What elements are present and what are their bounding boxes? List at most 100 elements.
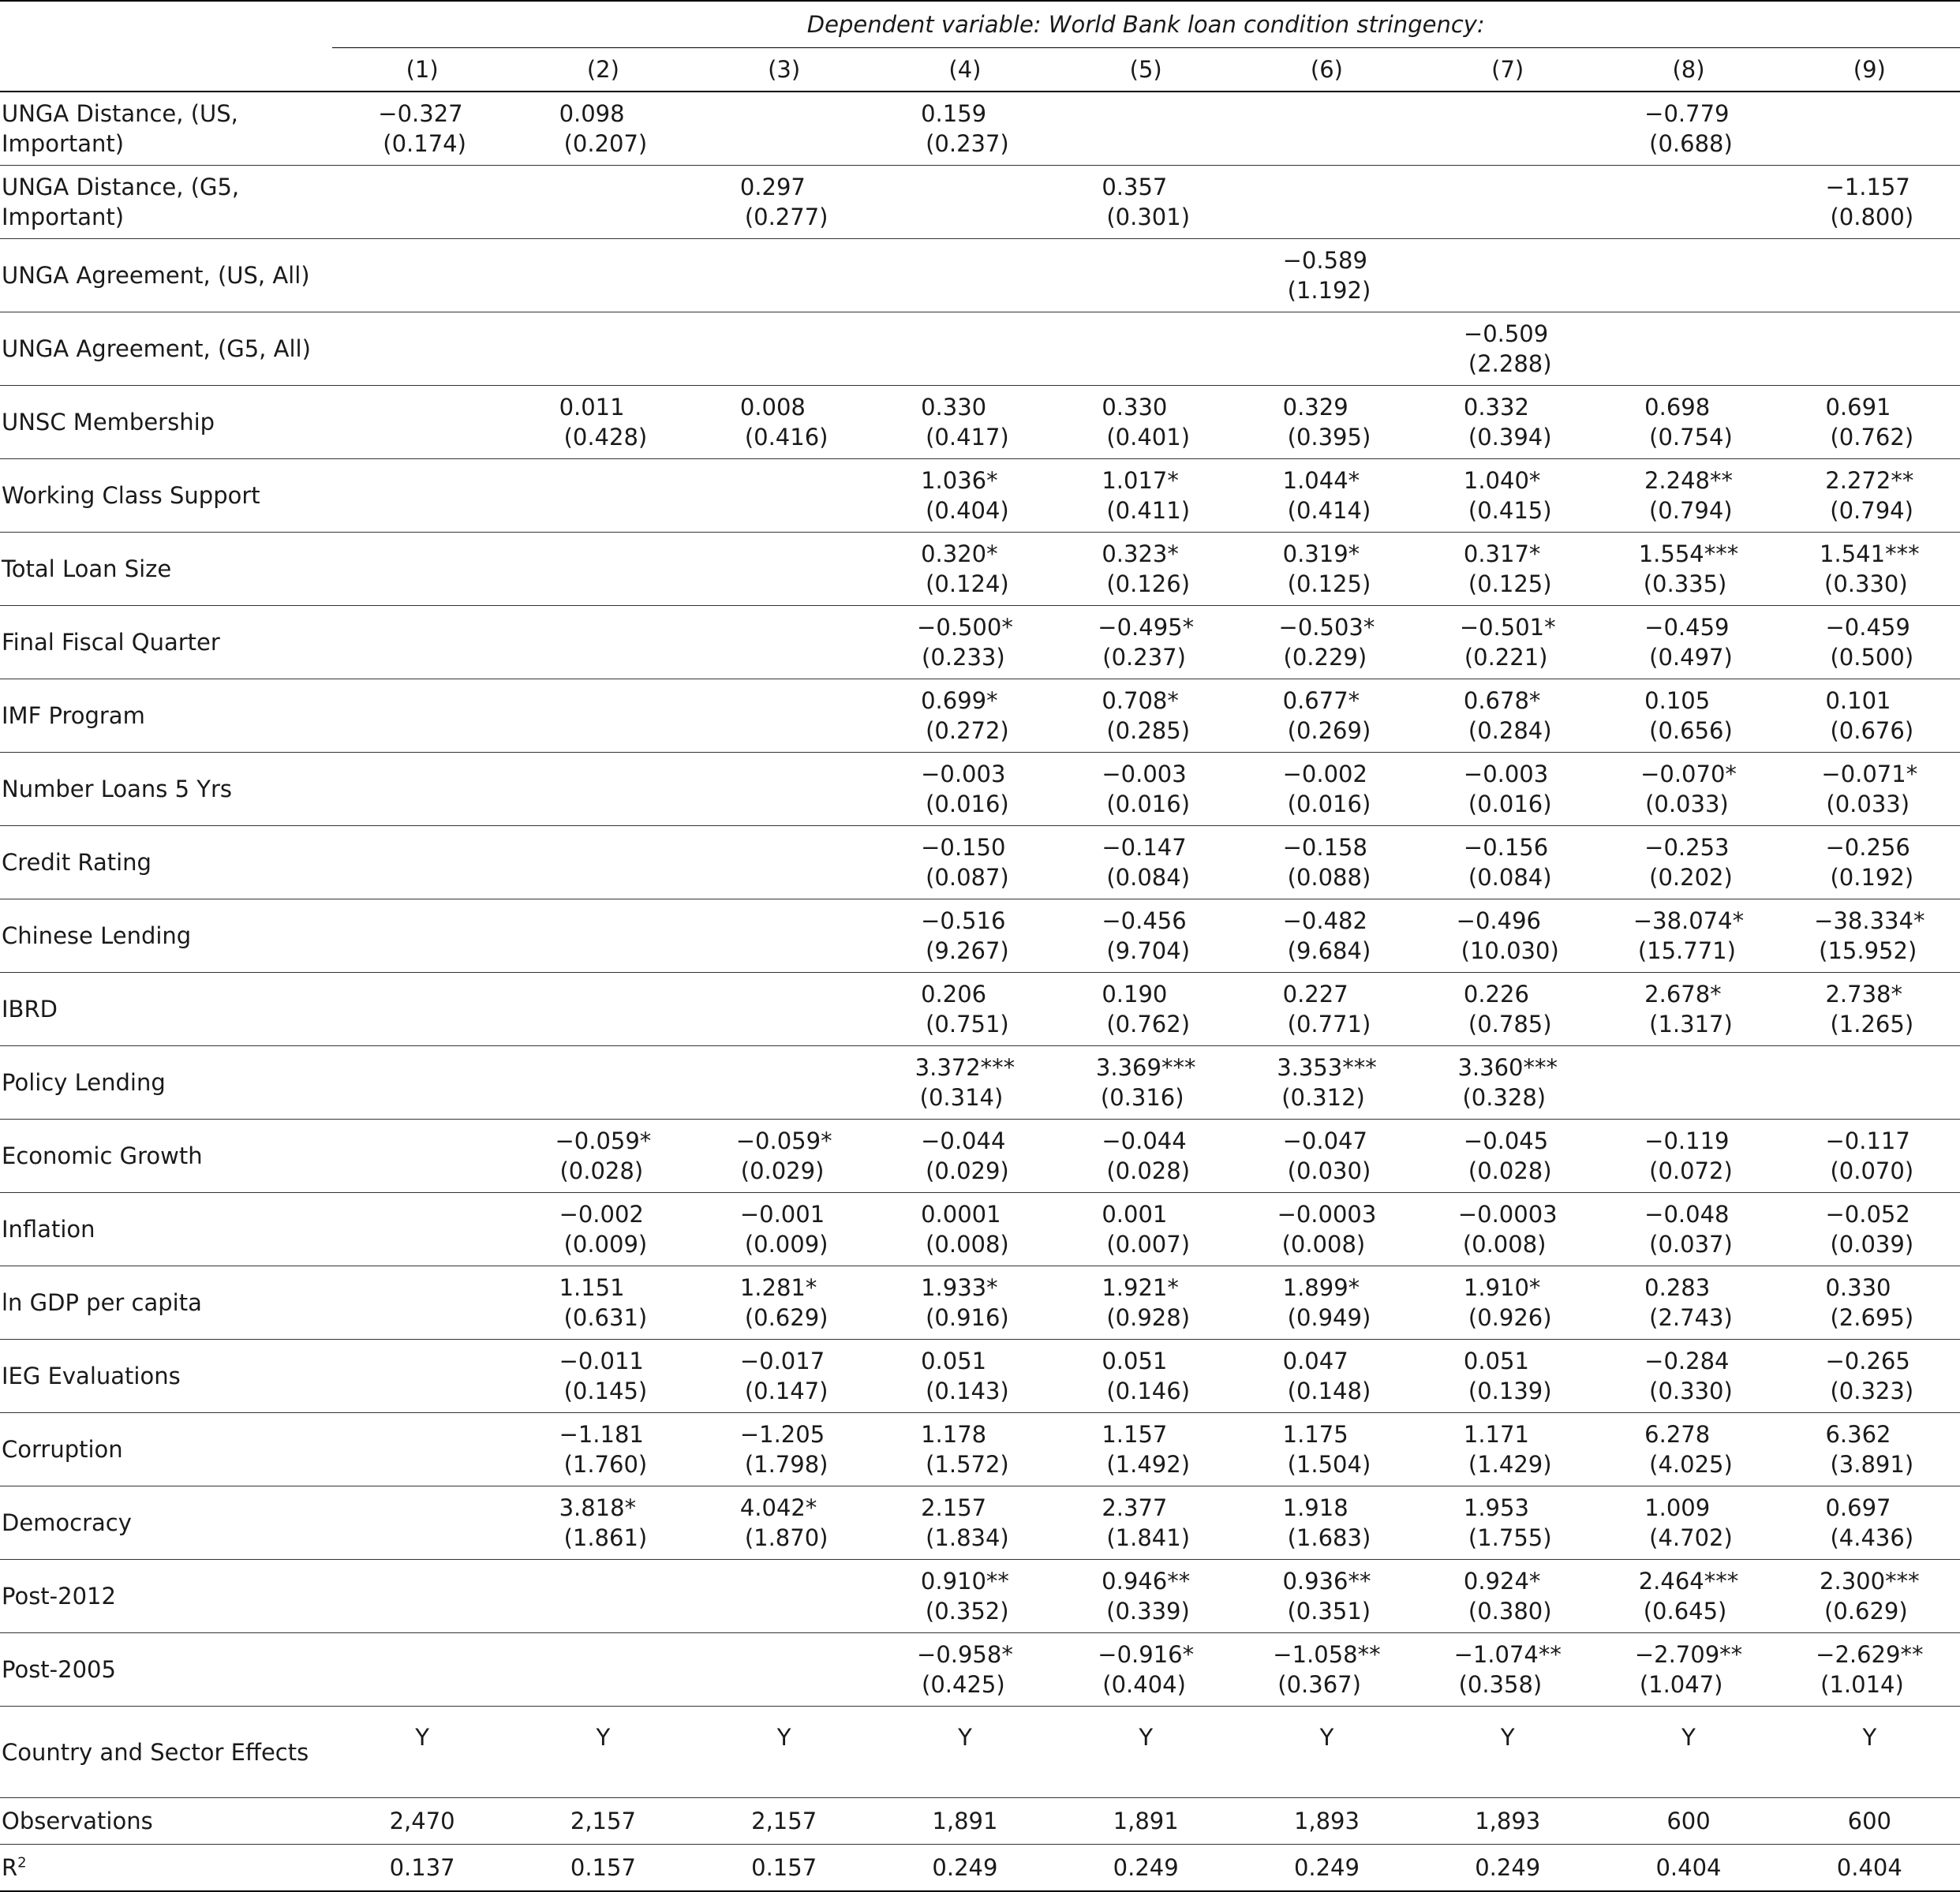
- standard-error: (0.088): [1283, 862, 1371, 892]
- coefficient: −0.070*: [1640, 759, 1737, 789]
- coefficient-cell: −0.047(0.030): [1236, 1120, 1417, 1193]
- coefficient-cell: −0.003(0.016): [874, 753, 1055, 826]
- estimate: 0.051(0.143): [921, 1346, 1009, 1406]
- coefficient: 1.918: [1283, 1493, 1371, 1523]
- coefficient-cell: [332, 1193, 513, 1266]
- coefficient: 0.206: [921, 979, 1009, 1009]
- standard-error: (9.704): [1102, 936, 1190, 966]
- coefficient-cell: 1.044*(0.414): [1236, 459, 1417, 533]
- standard-error: (0.016): [1102, 789, 1190, 819]
- standard-error: (0.028): [1102, 1156, 1190, 1186]
- standard-error: (0.070): [1825, 1156, 1913, 1186]
- row-label: IBRD: [0, 973, 332, 1046]
- coefficient: 3.353***: [1277, 1053, 1377, 1082]
- coefficient: 2.377: [1102, 1493, 1190, 1523]
- row-label: Country and Sector Effects: [0, 1707, 332, 1798]
- standard-error: (9.684): [1283, 936, 1371, 966]
- standard-error: (0.762): [1825, 422, 1913, 452]
- coefficient-cell: −0.496(10.030): [1417, 899, 1598, 973]
- coefficient: 0.936**: [1282, 1566, 1371, 1596]
- coefficient-cell: [332, 1046, 513, 1120]
- estimate: 0.924*(0.380): [1464, 1566, 1552, 1626]
- standard-error: (0.009): [559, 1229, 648, 1259]
- estimate: −1.074**(0.358): [1454, 1640, 1562, 1699]
- coefficient: −0.0003: [1458, 1199, 1558, 1229]
- effects-value: Y: [513, 1707, 694, 1798]
- row-label: Final Fiscal Quarter: [0, 606, 332, 679]
- standard-error: (0.207): [559, 129, 648, 159]
- coefficient-cell: 2.464***(0.645): [1598, 1560, 1779, 1633]
- coefficient: 0.330: [921, 392, 1009, 422]
- coefficient-cell: −0.501*(0.221): [1417, 606, 1598, 679]
- standard-error: (0.008): [1458, 1229, 1558, 1259]
- standard-error: (0.016): [1283, 789, 1371, 819]
- estimate: −0.119(0.072): [1644, 1126, 1733, 1186]
- row-label: Economic Growth: [0, 1120, 332, 1193]
- estimate: −0.589(1.192): [1283, 245, 1371, 305]
- estimate: 2.300***(0.629): [1820, 1566, 1920, 1626]
- coefficient: −0.045: [1464, 1126, 1552, 1156]
- coefficient-cell: 1.918(1.683): [1236, 1486, 1417, 1560]
- coefficient: −0.059*: [555, 1126, 651, 1156]
- table-body: UNGA Distance, (US, Important)−0.327(0.1…: [0, 92, 1960, 1891]
- standard-error: (0.037): [1644, 1229, 1733, 1259]
- coefficient: 0.697: [1825, 1493, 1913, 1523]
- header-blank: [0, 48, 332, 92]
- coefficient: −0.047: [1283, 1126, 1371, 1156]
- estimate: 1.017*(0.411): [1102, 466, 1190, 525]
- estimate: −0.779(0.688): [1644, 99, 1733, 159]
- estimate: −0.516(9.267): [921, 906, 1009, 966]
- row-label: Total Loan Size: [0, 533, 332, 606]
- coefficient-cell: [694, 679, 874, 753]
- column-number: (2): [513, 48, 694, 92]
- estimate: −0.256(0.192): [1825, 832, 1913, 892]
- standard-error: (0.428): [559, 422, 648, 452]
- estimate: 6.362(3.891): [1825, 1419, 1913, 1479]
- coefficient-cell: 0.051(0.146): [1056, 1340, 1236, 1413]
- coefficient: 2.464***: [1639, 1566, 1739, 1596]
- standard-error: (0.028): [555, 1156, 651, 1186]
- row-label: UNSC Membership: [0, 386, 332, 459]
- coefficient: 0.330: [1825, 1273, 1913, 1303]
- standard-error: (0.072): [1644, 1156, 1733, 1186]
- coefficient-cell: [513, 239, 694, 312]
- coefficient-cell: 0.330(2.695): [1779, 1266, 1960, 1340]
- coefficient-cell: −0.516(9.267): [874, 899, 1055, 973]
- coefficient-cell: 0.319*(0.125): [1236, 533, 1417, 606]
- estimate: −1.157(0.800): [1825, 172, 1913, 232]
- coefficient: −0.052: [1825, 1199, 1913, 1229]
- standard-error: (0.794): [1644, 495, 1733, 525]
- coefficient: −1.058**: [1273, 1640, 1380, 1670]
- coefficient: −0.156: [1464, 832, 1552, 862]
- standard-error: (0.312): [1277, 1082, 1377, 1112]
- coefficient: 0.051: [1102, 1346, 1190, 1376]
- standard-error: (1.492): [1102, 1449, 1190, 1479]
- coefficient: 3.818*: [559, 1493, 648, 1523]
- coefficient-cell: −0.958*(0.425): [874, 1633, 1055, 1707]
- estimate: 0.011(0.428): [559, 392, 648, 452]
- standard-error: (0.425): [917, 1670, 1013, 1699]
- standard-error: (1.755): [1464, 1523, 1552, 1553]
- observations-value: 1,891: [874, 1798, 1055, 1845]
- estimate: 1.921*(0.928): [1102, 1273, 1190, 1333]
- coefficient: −0.495*: [1098, 612, 1194, 642]
- table-row: Economic Growth−0.059*(0.028)−0.059*(0.0…: [0, 1120, 1960, 1193]
- standard-error: (0.084): [1464, 862, 1552, 892]
- estimate: 0.051(0.146): [1102, 1346, 1190, 1406]
- column-number: (8): [1598, 48, 1779, 92]
- row-label: IMF Program: [0, 679, 332, 753]
- estimate: −0.459(0.497): [1644, 612, 1733, 672]
- coefficient: −0.916*: [1098, 1640, 1194, 1670]
- estimate: −0.003(0.016): [921, 759, 1009, 819]
- coefficient: −0.059*: [736, 1126, 832, 1156]
- estimate: 0.357(0.301): [1102, 172, 1190, 232]
- coefficient: −0.044: [1102, 1126, 1190, 1156]
- coefficient-cell: −0.156(0.084): [1417, 826, 1598, 899]
- coefficient: 3.369***: [1096, 1053, 1196, 1082]
- standard-error: (0.330): [1820, 569, 1920, 599]
- coefficient: 0.699*: [921, 686, 1009, 716]
- coefficient: 2.248**: [1644, 466, 1733, 495]
- coefficient-cell: −2.629**(1.014): [1779, 1633, 1960, 1707]
- standard-error: (0.284): [1464, 716, 1552, 746]
